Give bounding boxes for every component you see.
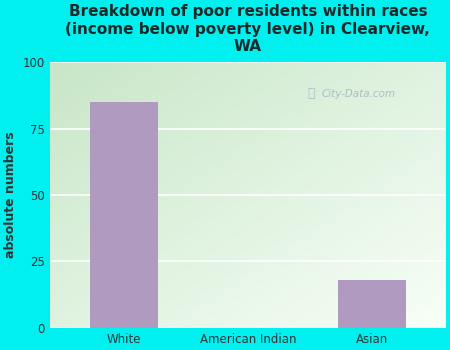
Title: Breakdown of poor residents within races
(income below poverty level) in Clearvi: Breakdown of poor residents within races… [65,4,430,54]
Y-axis label: absolute numbers: absolute numbers [4,132,17,258]
Text: City-Data.com: City-Data.com [322,89,396,99]
Bar [90,102,158,328]
Text: ⦾: ⦾ [307,88,315,100]
Bar [338,280,405,328]
